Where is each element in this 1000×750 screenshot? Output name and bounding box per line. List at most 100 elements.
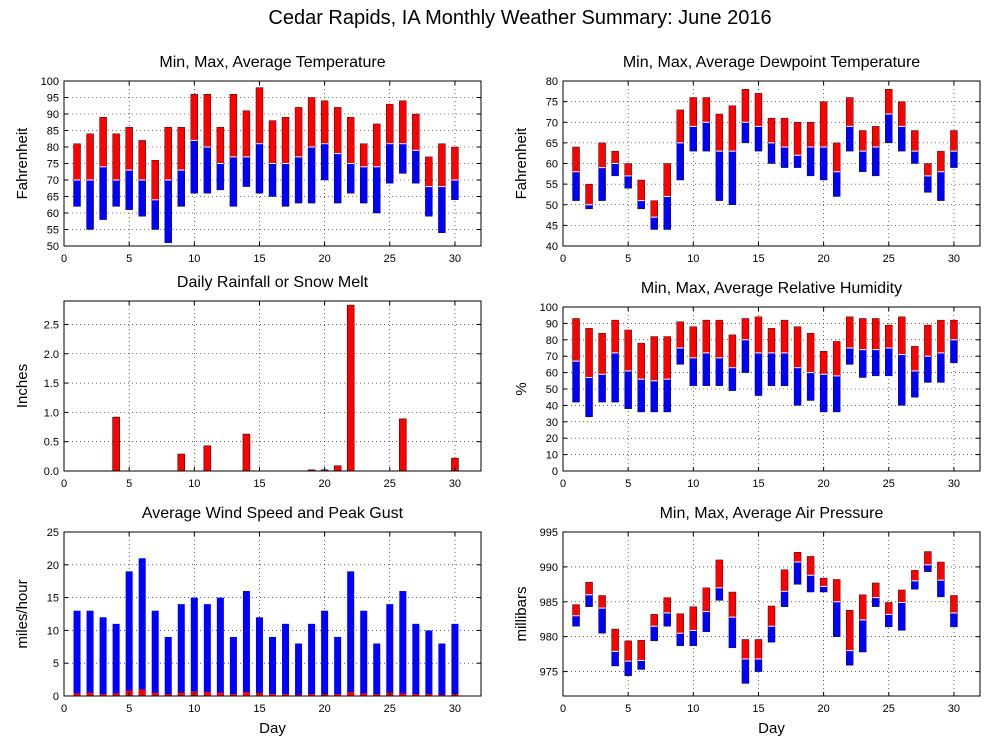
max-segment	[190, 94, 198, 141]
range-outline	[741, 318, 750, 373]
min-segment	[585, 377, 593, 417]
min-segment	[177, 170, 185, 207]
min-segment	[611, 352, 619, 403]
gust-bar	[112, 623, 120, 696]
max-segment	[950, 595, 958, 613]
range-outline	[598, 333, 606, 403]
range-outline	[611, 150, 619, 177]
range-outline	[624, 163, 632, 189]
min-segment	[846, 126, 854, 152]
max-segment	[347, 117, 355, 164]
range-outline	[399, 100, 407, 174]
max-segment	[86, 133, 94, 180]
range-outline	[203, 93, 212, 194]
max-segment	[386, 104, 394, 144]
range-outline	[767, 328, 776, 386]
range-outline	[255, 87, 264, 194]
x-tick-label: 25	[883, 703, 895, 715]
max-segment	[807, 556, 815, 576]
range-outline	[294, 107, 303, 204]
max-segment	[937, 151, 945, 172]
x-axis-label: Day	[758, 720, 785, 737]
x-tick-label: 0	[560, 703, 566, 715]
y-tick-label: 15	[47, 593, 59, 605]
max-segment	[321, 100, 329, 144]
max-segment	[572, 604, 580, 616]
max-segment	[702, 587, 710, 612]
chart-title: Min, Max, Average Air Pressure	[660, 505, 884, 522]
max-segment	[846, 316, 854, 348]
max-segment	[255, 87, 263, 144]
y-axis-label: Fahrenheit	[14, 127, 31, 200]
gust-bar	[425, 630, 433, 696]
range-outline	[754, 93, 763, 152]
min-segment	[425, 186, 433, 217]
x-tick-label: 5	[126, 703, 132, 715]
range-outline	[663, 163, 671, 230]
chart-title: Min, Max, Average Temperature	[159, 54, 385, 71]
x-tick-label: 15	[253, 478, 265, 490]
range-outline	[780, 569, 789, 607]
min-segment	[833, 171, 841, 197]
max-segment	[950, 320, 958, 340]
y-tick-label: 95	[47, 93, 59, 105]
y-axis-label: Fahrenheit	[513, 127, 530, 200]
range-outline	[438, 143, 446, 233]
range-outline	[872, 318, 880, 377]
min-segment	[585, 204, 593, 209]
x-tick-label: 15	[253, 253, 265, 265]
max-segment	[741, 89, 749, 123]
x-tick-label: 0	[560, 478, 566, 490]
range-outline	[937, 561, 945, 598]
min-segment	[820, 147, 828, 180]
range-outline	[819, 101, 828, 181]
min-segment	[820, 586, 828, 593]
x-tick-label: 10	[687, 703, 699, 715]
gust-bar	[334, 636, 342, 696]
min-segment	[924, 356, 932, 383]
gust-bar	[412, 623, 420, 696]
max-segment	[702, 97, 710, 123]
min-segment	[438, 186, 446, 233]
min-segment	[373, 166, 381, 213]
min-segment	[216, 163, 224, 190]
max-segment	[807, 122, 815, 147]
range-outline	[412, 113, 420, 184]
min-segment	[138, 180, 146, 217]
min-segment	[663, 196, 671, 230]
y-tick-label: 995	[540, 527, 558, 539]
max-segment	[650, 614, 658, 627]
min-segment	[768, 142, 775, 164]
max-segment	[689, 326, 697, 358]
max-segment	[125, 127, 133, 171]
rain-bar	[333, 465, 342, 472]
range-outline	[386, 103, 394, 184]
max-segment	[112, 133, 120, 180]
min-segment	[950, 339, 958, 363]
plot-frame	[63, 531, 482, 697]
max-segment	[295, 107, 303, 157]
x-tick-label: 25	[883, 253, 895, 265]
range-outline	[650, 336, 658, 413]
range-outline	[924, 163, 932, 193]
max-segment	[425, 156, 433, 187]
range-outline	[859, 318, 867, 378]
chart-title: Min, Max, Average Relative Humidity	[641, 280, 902, 297]
range-outline	[819, 351, 828, 413]
max-segment	[924, 325, 932, 357]
max-segment	[846, 610, 854, 651]
max-segment	[885, 325, 893, 348]
min-segment	[399, 143, 407, 174]
max-segment	[911, 570, 919, 581]
max-segment	[715, 320, 723, 358]
min-segment	[807, 372, 815, 401]
y-tick-label: 60	[47, 208, 59, 220]
min-segment	[702, 611, 710, 632]
x-tick-label: 5	[625, 478, 631, 490]
range-outline	[585, 582, 593, 607]
x-tick-label: 30	[948, 703, 960, 715]
min-segment	[637, 379, 645, 412]
max-segment	[885, 89, 893, 114]
range-outline	[663, 597, 671, 627]
max-segment	[754, 639, 762, 660]
